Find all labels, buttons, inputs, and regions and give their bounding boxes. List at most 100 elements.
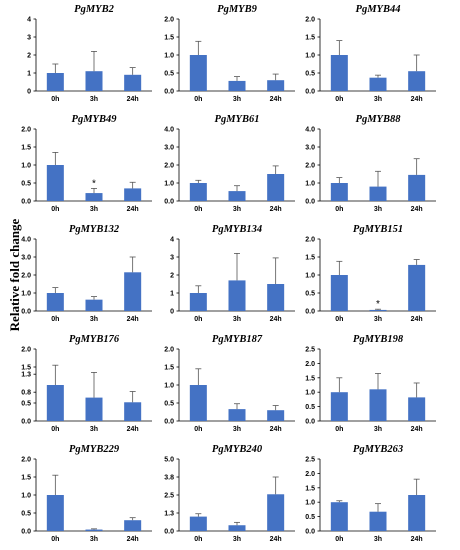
x-category-label: 0h xyxy=(335,536,343,543)
bar-24h xyxy=(267,410,285,421)
x-category-label: 24h xyxy=(411,96,423,103)
y-tick-label: 2 xyxy=(170,273,174,280)
bar-0h xyxy=(330,502,348,531)
x-category-label: 24h xyxy=(270,96,282,103)
y-tick-label: 0.5 xyxy=(21,511,31,518)
x-category-label: 24h xyxy=(411,426,423,433)
panel-pgmyb176: PgMYB176 0.0 0.5 0.8 1.31.5 2.0 0h 3h 24h xyxy=(21,334,152,433)
x-category-label: 3h xyxy=(90,426,98,433)
x-category-label: 3h xyxy=(374,316,382,323)
y-tick-label: 0.0 xyxy=(164,419,174,426)
y-tick-label: 1.0 xyxy=(305,53,315,60)
y-tick-label: 1.0 xyxy=(305,181,315,188)
y-tick-label: 0.5 xyxy=(164,401,174,408)
y-tick-label: 2.5 xyxy=(305,457,315,464)
panel-title: PgMYB176 xyxy=(69,334,120,345)
y-tick-label: 0.0 xyxy=(305,529,315,536)
x-category-label: 24h xyxy=(127,316,139,323)
y-tick-label: 1.5 xyxy=(21,145,31,152)
y-tick-label: 0.5 xyxy=(305,514,315,521)
y-tick-label: 1.5 xyxy=(164,365,174,372)
y-tick-label: 3.0 xyxy=(305,145,315,152)
panel-pgmyb49: PgMYB49 0.0 0.5 1.0 1.5 2.0 0h * 3h 24h xyxy=(21,114,152,213)
x-category-label: 0h xyxy=(51,536,59,543)
bar-3h xyxy=(369,186,387,201)
x-category-label: 24h xyxy=(270,536,282,543)
y-tick-label: 1.3 xyxy=(21,372,31,379)
x-category-label: 24h xyxy=(127,206,139,213)
panel-title: PgMYB88 xyxy=(356,114,402,125)
bar-24h xyxy=(267,284,285,311)
bar-3h xyxy=(228,280,246,311)
y-tick-label: 3.0 xyxy=(21,255,31,262)
y-tick-label: 1.0 xyxy=(305,500,315,507)
bar-3h xyxy=(369,511,387,531)
bar-3h xyxy=(85,193,103,201)
panel-pgmyb88: PgMYB88 0.0 1.0 2.0 3.0 4.0 0h 3h 24h xyxy=(305,114,436,213)
x-category-label: 0h xyxy=(51,316,59,323)
panel-title: PgMYB187 xyxy=(212,334,263,345)
bar-0h xyxy=(46,165,64,201)
panel-pgmyb134: PgMYB134 0 1 2 3 4 0h 3h 24h xyxy=(170,224,295,323)
y-tick-label: 2.0 xyxy=(21,457,31,464)
bar-24h xyxy=(408,495,426,531)
panel-title: PgMYB61 xyxy=(215,114,260,125)
panel-title: PgMYB263 xyxy=(353,444,403,455)
bar-24h xyxy=(267,494,285,531)
y-tick-label: 1.0 xyxy=(21,291,31,298)
bar-3h xyxy=(85,71,103,91)
panel-title: PgMYB229 xyxy=(69,444,120,455)
significance-marker: * xyxy=(92,178,96,189)
y-tick-label: 3.8 xyxy=(164,475,174,482)
y-tick-label: 0.0 xyxy=(21,309,31,316)
y-tick-label: 1.5 xyxy=(305,375,315,382)
y-tick-label: 2.0 xyxy=(305,361,315,368)
x-category-label: 3h xyxy=(374,96,382,103)
x-category-label: 3h xyxy=(233,316,241,323)
y-tick-label: 1.5 xyxy=(305,35,315,42)
x-category-label: 24h xyxy=(411,536,423,543)
panel-pgmyb187: PgMYB187 0.0 0.5 1.0 1.5 2.0 0h 3h 24h xyxy=(164,334,295,433)
x-category-label: 3h xyxy=(233,426,241,433)
y-tick-label: 1.5 xyxy=(164,35,174,42)
y-tick-label: 2.0 xyxy=(21,127,31,134)
y-tick-label: 1.0 xyxy=(164,53,174,60)
bar-3h xyxy=(369,309,387,311)
y-tick-label: 4 xyxy=(27,17,31,24)
y-tick-label: 2.0 xyxy=(164,163,174,170)
x-category-label: 3h xyxy=(374,426,382,433)
y-tick-label: 3.0 xyxy=(164,145,174,152)
x-category-label: 24h xyxy=(411,316,423,323)
x-category-label: 24h xyxy=(127,536,139,543)
x-category-label: 24h xyxy=(270,426,282,433)
panel-pgmyb229: PgMYB229 0.0 0.5 1.0 1.5 2.0 0h 3h 24h xyxy=(21,444,152,543)
bar-3h xyxy=(228,80,246,91)
x-category-label: 0h xyxy=(51,206,59,213)
bar-0h xyxy=(330,392,348,421)
y-tick-label: 1 xyxy=(170,291,174,298)
y-tick-label: 1.3 xyxy=(164,511,174,518)
y-tick-label: 2.0 xyxy=(305,17,315,24)
x-category-label: 3h xyxy=(90,206,98,213)
y-tick-label: 0.5 xyxy=(305,71,315,78)
x-category-label: 0h xyxy=(194,96,202,103)
y-tick-label: 0.8 xyxy=(21,390,31,397)
bar-3h xyxy=(228,409,246,421)
y-tick-label: 2.5 xyxy=(164,493,174,500)
y-tick-label: 4.0 xyxy=(21,237,31,244)
bar-3h xyxy=(369,77,387,91)
panel-title: PgMYB240 xyxy=(212,444,263,455)
y-tick-label: 5.0 xyxy=(164,457,174,464)
y-tick-label: 3 xyxy=(27,35,31,42)
x-category-label: 0h xyxy=(335,206,343,213)
bar-3h xyxy=(85,299,103,311)
y-tick-label: 1.5 xyxy=(21,365,31,372)
panel-pgmyb61: PgMYB61 0.0 1.0 2.0 3.0 4.0 0h 3h 24h xyxy=(164,114,295,213)
x-category-label: 3h xyxy=(90,316,98,323)
x-category-label: 0h xyxy=(51,96,59,103)
panel-title: PgMYB44 xyxy=(356,4,401,15)
y-tick-label: 2.0 xyxy=(164,17,174,24)
y-tick-label: 0.0 xyxy=(164,529,174,536)
x-category-label: 3h xyxy=(90,96,98,103)
bar-0h xyxy=(189,385,207,421)
